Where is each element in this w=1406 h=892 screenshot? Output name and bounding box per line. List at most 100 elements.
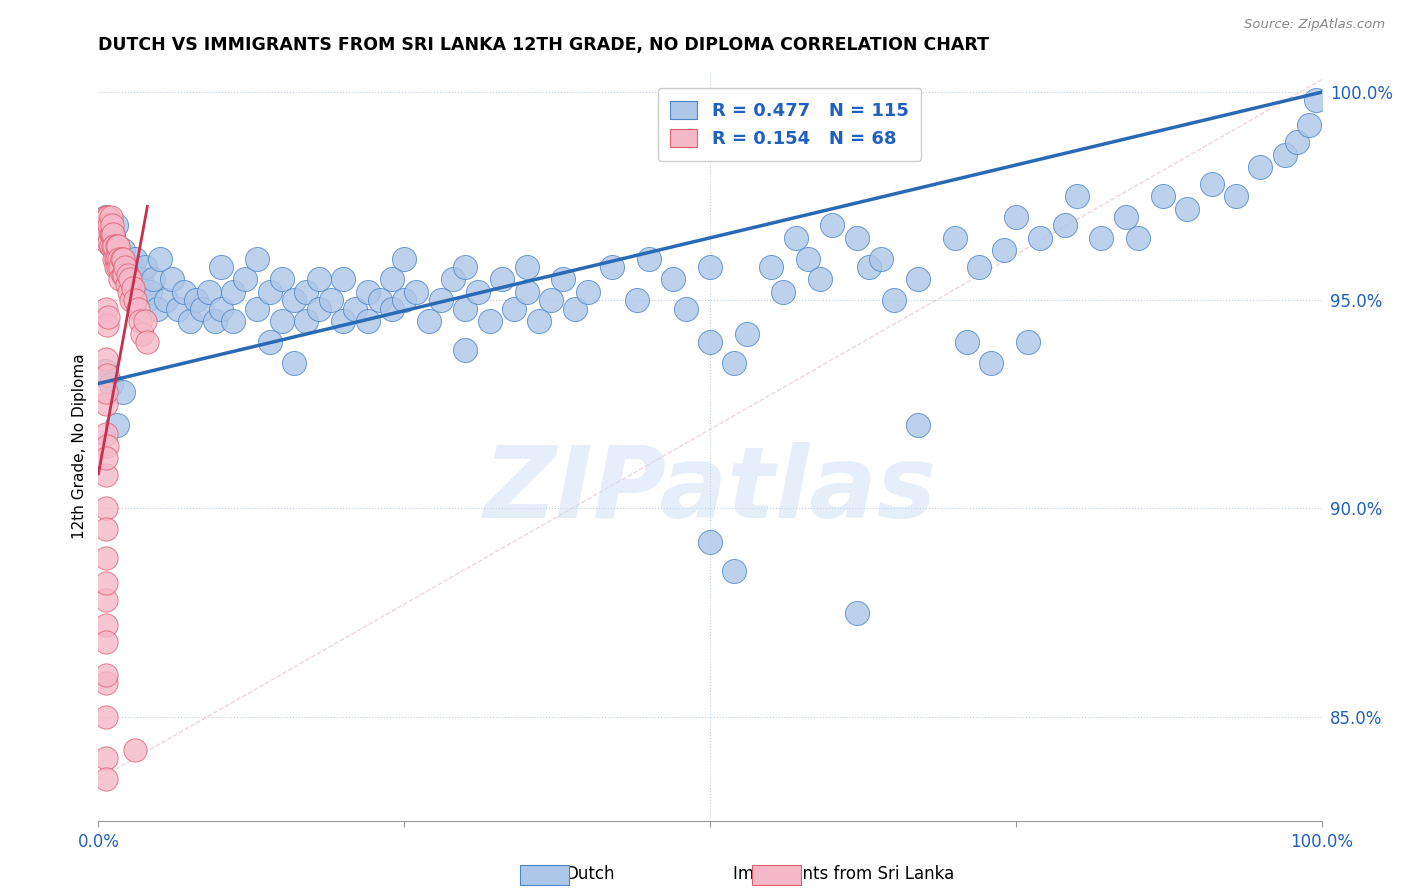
Point — [993, 244, 1015, 258]
Point — [129, 314, 152, 328]
Point — [94, 576, 117, 591]
Point — [97, 231, 120, 245]
Point — [115, 277, 138, 291]
Point — [107, 260, 129, 274]
Point — [96, 439, 118, 453]
Point — [100, 376, 122, 391]
Point — [160, 272, 183, 286]
Point — [845, 606, 868, 620]
Point — [94, 618, 117, 632]
Point — [259, 285, 281, 299]
Point — [270, 272, 294, 286]
Point — [94, 593, 117, 607]
Point — [381, 272, 404, 286]
Point — [222, 285, 245, 299]
Point — [858, 260, 880, 274]
Point — [368, 293, 391, 308]
Point — [467, 285, 489, 299]
Point — [111, 268, 134, 283]
Point — [111, 252, 134, 266]
Point — [103, 252, 125, 266]
Point — [101, 239, 124, 253]
Point — [675, 301, 697, 316]
Point — [111, 384, 134, 399]
Point — [699, 534, 721, 549]
Point — [808, 272, 831, 286]
Point — [515, 285, 537, 299]
Point — [114, 260, 136, 274]
Point — [101, 227, 124, 241]
Point — [94, 634, 117, 648]
Text: Dutch: Dutch — [565, 864, 616, 882]
Point — [222, 314, 245, 328]
Legend: R = 0.477   N = 115, R = 0.154   N = 68: R = 0.477 N = 115, R = 0.154 N = 68 — [658, 88, 921, 161]
Point — [107, 252, 129, 266]
Point — [107, 239, 129, 253]
Point — [101, 219, 124, 233]
Point — [1274, 147, 1296, 161]
Point — [295, 285, 318, 299]
Point — [430, 293, 453, 308]
Point — [94, 676, 117, 690]
Point — [136, 334, 159, 349]
Point — [100, 239, 122, 253]
Point — [120, 272, 142, 286]
Point — [104, 252, 127, 266]
Point — [454, 343, 477, 358]
Point — [118, 272, 141, 286]
Point — [93, 364, 115, 378]
Point — [478, 314, 501, 328]
Point — [100, 210, 122, 224]
Point — [110, 260, 132, 274]
Point — [105, 252, 128, 266]
Point — [344, 301, 367, 316]
Point — [441, 272, 464, 286]
Point — [96, 318, 118, 333]
Point — [1152, 189, 1174, 203]
Point — [761, 260, 783, 274]
Point — [105, 418, 128, 433]
Point — [1053, 219, 1076, 233]
Point — [1017, 334, 1039, 349]
Point — [540, 293, 562, 308]
Point — [120, 293, 142, 308]
Point — [907, 418, 929, 433]
Point — [179, 314, 201, 328]
Point — [870, 252, 893, 266]
Point — [209, 260, 232, 274]
Point — [956, 334, 979, 349]
Point — [121, 260, 143, 274]
Point — [356, 314, 378, 328]
Point — [124, 743, 146, 757]
Point — [246, 252, 269, 266]
Point — [553, 272, 575, 286]
Point — [907, 272, 929, 286]
Point — [108, 252, 131, 266]
Point — [97, 310, 120, 324]
Point — [173, 285, 195, 299]
Point — [576, 285, 599, 299]
Text: Immigrants from Sri Lanka: Immigrants from Sri Lanka — [733, 864, 955, 882]
Point — [197, 285, 219, 299]
Point — [129, 272, 152, 286]
Point — [100, 239, 122, 253]
Point — [1175, 202, 1198, 216]
Point — [259, 334, 281, 349]
Point — [1128, 231, 1150, 245]
Point — [772, 285, 794, 299]
Point — [186, 293, 208, 308]
Point — [96, 219, 118, 233]
Point — [454, 260, 477, 274]
Point — [1249, 160, 1271, 174]
Point — [94, 772, 117, 786]
Point — [980, 356, 1002, 370]
Point — [191, 301, 214, 316]
Point — [98, 235, 121, 249]
Point — [112, 268, 135, 283]
Point — [785, 231, 807, 245]
Point — [503, 301, 526, 316]
Point — [121, 281, 143, 295]
Point — [392, 293, 416, 308]
Point — [491, 272, 513, 286]
Text: Source: ZipAtlas.com: Source: ZipAtlas.com — [1244, 18, 1385, 31]
